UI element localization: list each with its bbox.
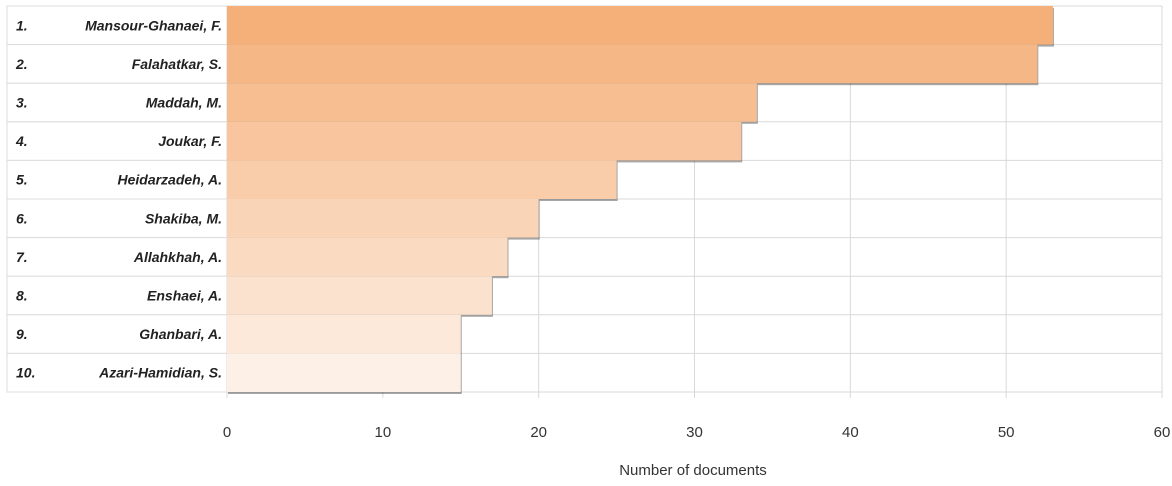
bar bbox=[227, 121, 742, 161]
label-row bbox=[6, 5, 228, 46]
x-tick-label: 20 bbox=[530, 424, 547, 441]
category-label: Ghanbari, A. bbox=[139, 326, 222, 342]
label-row bbox=[6, 82, 228, 123]
category-label: Enshaei, A. bbox=[147, 288, 222, 304]
category-label: Shakiba, M. bbox=[145, 210, 222, 226]
x-tick-label: 10 bbox=[374, 424, 391, 441]
label-row bbox=[6, 44, 228, 84]
bar bbox=[227, 276, 492, 315]
x-axis-label: Number of documents bbox=[619, 462, 767, 479]
label-row bbox=[6, 275, 228, 316]
rank-label: 6. bbox=[16, 210, 28, 226]
category-label: Falahatkar, S. bbox=[132, 56, 222, 72]
category-label: Azari-Hamidian, S. bbox=[98, 365, 222, 381]
bar bbox=[227, 160, 617, 199]
bar bbox=[227, 237, 508, 277]
category-label: Allahkhah, A. bbox=[133, 249, 222, 265]
category-label: Joukar, F. bbox=[158, 133, 222, 149]
rank-label: 8. bbox=[16, 288, 28, 304]
bar bbox=[227, 44, 1038, 84]
category-label: Mansour-Ghanaei, F. bbox=[85, 17, 222, 33]
bar bbox=[227, 353, 461, 392]
label-row bbox=[6, 198, 228, 239]
x-tick-label: 50 bbox=[998, 424, 1015, 441]
bar bbox=[227, 199, 539, 238]
category-label: Maddah, M. bbox=[146, 95, 222, 111]
x-tick-label: 40 bbox=[842, 424, 859, 441]
bar bbox=[227, 83, 757, 122]
category-label: Heidarzadeh, A. bbox=[117, 172, 222, 188]
bar bbox=[227, 6, 1053, 45]
rank-label: 2. bbox=[15, 56, 28, 72]
rank-label: 10. bbox=[16, 365, 35, 381]
label-row bbox=[6, 352, 228, 393]
rank-label: 7. bbox=[16, 249, 28, 265]
x-tick-label: 0 bbox=[223, 424, 231, 441]
rank-label: 5. bbox=[16, 172, 28, 188]
x-tick-label: 30 bbox=[686, 424, 703, 441]
bars bbox=[227, 6, 1054, 394]
rank-label: 9. bbox=[16, 326, 28, 342]
label-panel: 1. Mansour-Ghanaei, F. 2. Falahatkar, S. 3. M… bbox=[6, 5, 228, 393]
x-axis-ticks: 0 10 20 30 40 50 60 bbox=[223, 424, 1171, 441]
rank-label: 1. bbox=[16, 17, 28, 33]
rank-label: 3. bbox=[16, 95, 28, 111]
bar bbox=[227, 314, 461, 354]
x-tick-label: 60 bbox=[1154, 424, 1171, 441]
label-row bbox=[6, 121, 228, 161]
rank-label: 4. bbox=[15, 133, 28, 149]
